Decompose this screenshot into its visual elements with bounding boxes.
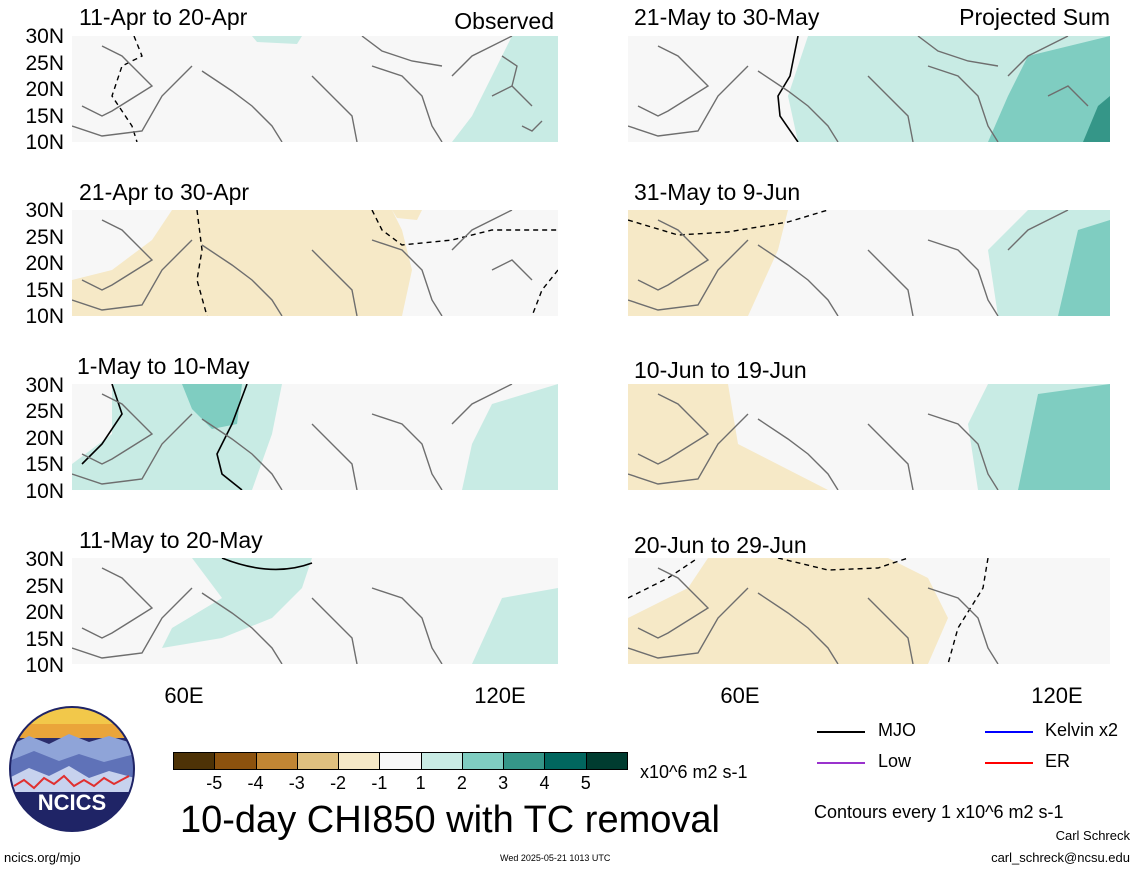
colorbar-tick-label: -1: [371, 773, 388, 793]
colorbar-tick-label: -3: [288, 773, 305, 793]
colorbar-labels: -5 -4 -3 -2 -1 1 2 3 4 5: [173, 773, 627, 797]
map-panel-3: [72, 210, 558, 316]
lat-label: 30N: [25, 25, 64, 48]
lon-label: 60E: [164, 683, 204, 708]
map-panel-4: [628, 210, 1110, 316]
lat-label: 20N: [25, 78, 64, 101]
colorbar-tick-label: 1: [415, 773, 426, 793]
map-panel-8: [628, 558, 1110, 664]
lat-label: 15N: [25, 628, 64, 651]
lat-label: 20N: [25, 427, 64, 450]
panel-title-1: 11-Apr to 20-Apr: [79, 4, 248, 30]
lat-label: 15N: [25, 453, 64, 476]
lat-label: 10N: [25, 131, 64, 154]
colorbar: [173, 752, 628, 772]
colorbar-swatch: [379, 752, 422, 770]
legend-swatch-er: [985, 762, 1033, 764]
lat-label: 25N: [25, 52, 64, 75]
panel-title-7: 11-May to 20-May: [79, 527, 263, 553]
colorbar-swatch: [544, 752, 587, 770]
colorbar-tick-label: 4: [539, 773, 550, 793]
colorbar-tick-label: 3: [498, 773, 509, 793]
lon-label: 60E: [720, 683, 760, 708]
panel-label-observed: Observed: [454, 8, 554, 34]
footer-author: Carl Schreck: [1055, 828, 1130, 843]
colorbar-units: x10^6 m2 s-1: [640, 762, 748, 782]
lon-label: 120E: [1031, 683, 1083, 708]
lat-label: 15N: [25, 105, 64, 128]
map-panel-5: [72, 384, 558, 490]
legend-swatch-low: [817, 762, 865, 764]
colorbar-tick-label: -5: [206, 773, 223, 793]
colorbar-swatch: [296, 752, 340, 770]
colorbar-tick-label: -4: [247, 773, 264, 793]
colorbar-swatch: [255, 752, 298, 770]
map-panel-6: [628, 384, 1110, 490]
panel-title-2: 21-May to 30-May: [634, 4, 820, 30]
lat-label: 30N: [25, 548, 64, 571]
legend-label-low: Low: [878, 751, 912, 771]
colorbar-swatch: [461, 752, 505, 770]
lat-label: 25N: [25, 575, 64, 598]
figure-title: 10-day CHI850 with TC removal: [180, 799, 720, 841]
panel-title-6: 10-Jun to 19-Jun: [634, 357, 807, 383]
lat-label: 10N: [25, 305, 64, 328]
footer-timestamp: Wed 2025-05-21 1013 UTC: [500, 853, 611, 863]
colorbar-swatch: [338, 752, 381, 770]
colorbar-swatch: [214, 752, 257, 770]
footer-email: carl_schreck@ncsu.edu: [991, 850, 1130, 865]
colorbar-swatch: [420, 752, 463, 770]
lat-label: 25N: [25, 226, 64, 249]
panel-label-projected: Projected Sum: [959, 4, 1110, 30]
panel-title-5: 1-May to 10-May: [77, 353, 250, 379]
lat-label: 10N: [25, 480, 64, 503]
lat-label: 30N: [25, 374, 64, 397]
colorbar-swatch: [173, 752, 216, 770]
map-panel-2: [628, 36, 1110, 142]
contour-note: Contours every 1 x10^6 m2 s-1: [814, 802, 1064, 822]
lon-label: 120E: [474, 683, 526, 708]
colorbar-tick-label: 2: [456, 773, 467, 793]
lat-label: 10N: [25, 654, 64, 677]
colorbar-swatch: [585, 752, 628, 770]
panel-title-8: 20-Jun to 29-Jun: [634, 532, 807, 558]
map-panel-1: [72, 36, 558, 142]
legend-label-er: ER: [1045, 751, 1071, 771]
lat-label: 30N: [25, 199, 64, 222]
colorbar-swatch: [503, 752, 546, 770]
lat-label: 20N: [25, 252, 64, 275]
ncics-logo: NCICS: [9, 706, 135, 832]
legend-swatch-mjo: [817, 731, 865, 733]
legend-label-mjo: MJO: [878, 720, 916, 740]
logo-text: NCICS: [38, 790, 106, 815]
legend-swatch-kelvin: [985, 731, 1033, 733]
panel-title-3: 21-Apr to 30-Apr: [79, 179, 250, 205]
map-panel-7: [72, 558, 558, 664]
lat-label: 15N: [25, 279, 64, 302]
footer-url: ncics.org/mjo: [4, 850, 81, 865]
lat-label: 25N: [25, 400, 64, 423]
lat-label: 20N: [25, 601, 64, 624]
colorbar-tick-label: -2: [330, 773, 347, 793]
legend-label-kelvin: Kelvin x2: [1045, 720, 1119, 740]
colorbar-tick-label: 5: [580, 773, 591, 793]
panel-title-4: 31-May to 9-Jun: [634, 179, 801, 205]
